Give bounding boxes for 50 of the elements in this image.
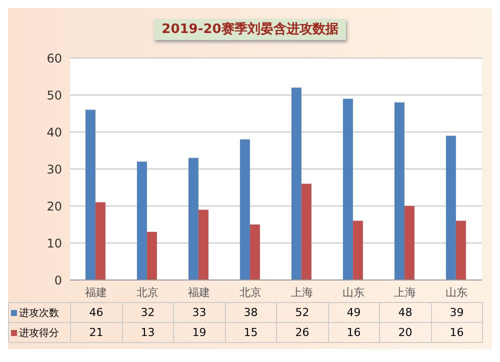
data-label: 20 xyxy=(380,322,431,342)
chart-title: 2019-20赛季刘晏含进攻数据 xyxy=(154,19,346,40)
bar xyxy=(301,184,312,280)
x-tick-label: 北京 xyxy=(239,286,262,299)
data-label: 48 xyxy=(380,302,431,322)
y-tick-label: 0 xyxy=(54,273,62,288)
y-tick-label: 40 xyxy=(46,125,62,140)
data-label: 52 xyxy=(276,302,328,322)
bar xyxy=(342,98,353,280)
bar xyxy=(85,110,96,280)
bar xyxy=(446,136,456,280)
bar xyxy=(352,220,363,280)
y-tick-label: 50 xyxy=(46,88,62,102)
x-tick-label: 上海 xyxy=(290,286,313,299)
x-tick-label: 福建 xyxy=(188,286,210,299)
bar xyxy=(456,220,466,280)
legend-label: 进攻次数 xyxy=(8,302,70,322)
bar xyxy=(136,162,147,280)
bar xyxy=(394,102,404,280)
data-label: 49 xyxy=(328,302,380,322)
legend-label: 进攻得分 xyxy=(8,322,70,342)
data-label: 16 xyxy=(431,322,482,342)
bar xyxy=(250,224,260,280)
bar xyxy=(188,158,198,280)
y-tick-label: 60 xyxy=(46,51,62,66)
y-tick-label: 10 xyxy=(46,236,62,250)
data-label: 38 xyxy=(225,302,276,322)
data-label: 15 xyxy=(225,322,276,342)
y-tick-label: 20 xyxy=(46,199,62,214)
data-label: 33 xyxy=(174,302,225,322)
y-tick-label: 30 xyxy=(46,162,62,176)
data-label: 21 xyxy=(70,322,122,342)
data-label: 16 xyxy=(328,322,380,342)
data-label: 39 xyxy=(431,302,482,322)
x-tick-label: 山东 xyxy=(342,286,364,299)
data-label: 32 xyxy=(122,302,174,322)
x-tick-label: 福建 xyxy=(84,286,107,299)
bar xyxy=(146,232,157,280)
bar xyxy=(240,139,250,280)
data-label: 26 xyxy=(276,322,328,342)
bar xyxy=(404,206,414,280)
x-tick-label: 山东 xyxy=(445,286,468,299)
bar xyxy=(291,88,302,280)
data-label: 46 xyxy=(70,302,122,322)
data-label: 19 xyxy=(174,322,225,342)
bar xyxy=(95,202,106,280)
data-label: 13 xyxy=(122,322,174,342)
bar xyxy=(198,210,208,280)
x-tick-label: 北京 xyxy=(136,286,158,299)
x-tick-label: 上海 xyxy=(394,286,416,299)
